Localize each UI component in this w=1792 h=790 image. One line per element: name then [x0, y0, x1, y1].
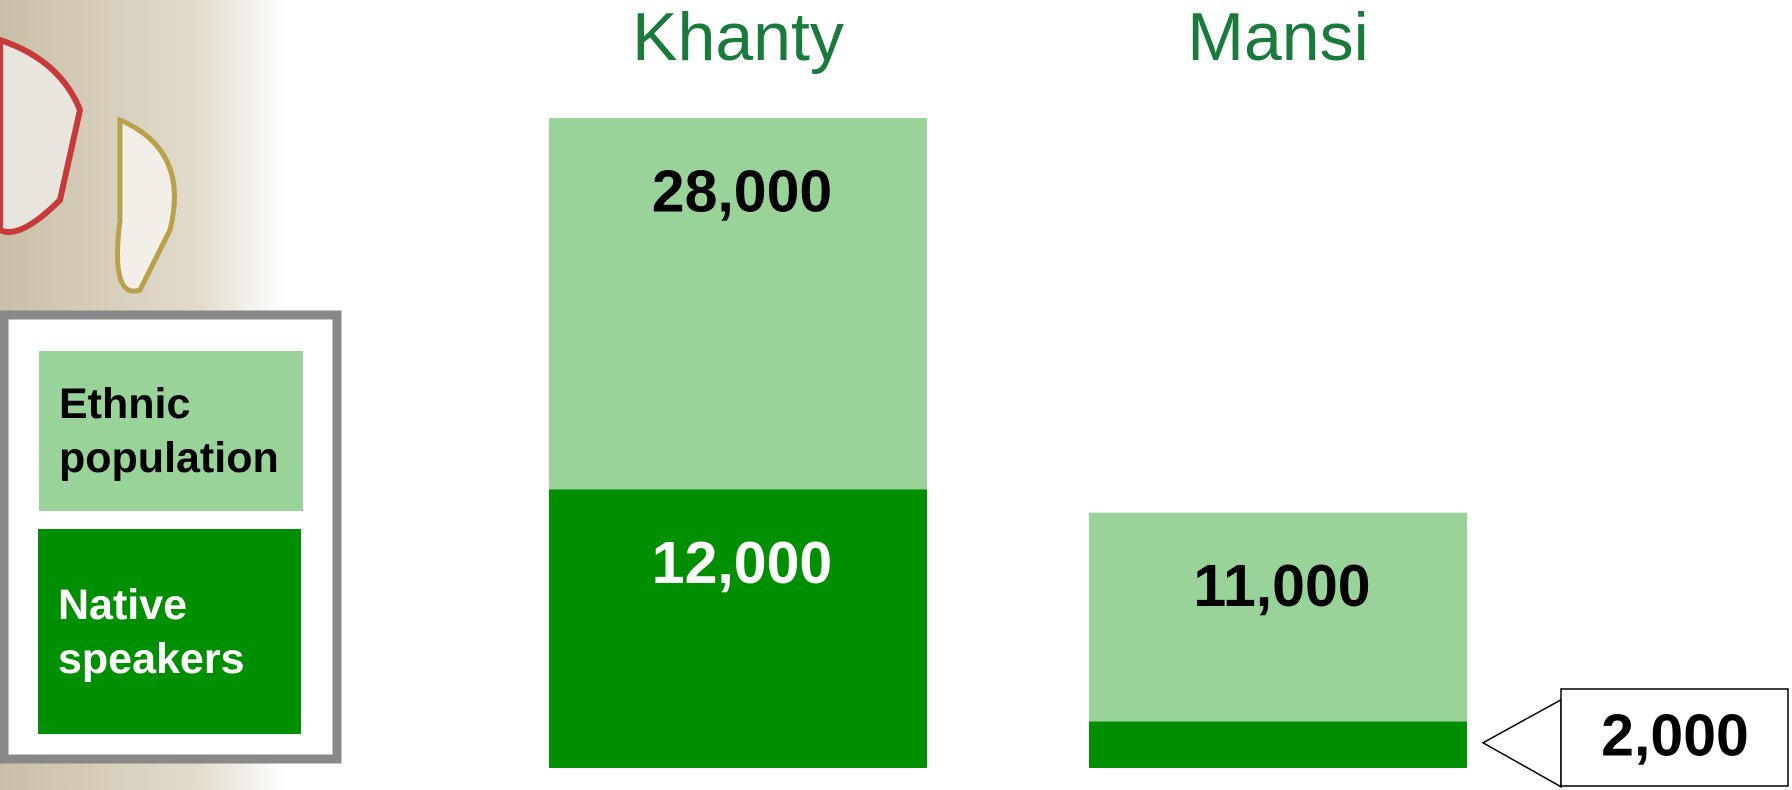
- category-label: Mansi: [1187, 0, 1368, 75]
- category-label: Khanty: [632, 0, 844, 75]
- data-label: 28,000: [652, 159, 832, 225]
- page: Khanty 28,000 12,000 Mansi 11,000 2,000 Ethni…: [0, 0, 1792, 790]
- data-label: 12,000: [652, 530, 832, 596]
- data-label: 2,000: [1601, 703, 1749, 769]
- legend-entry: Ethnic population: [39, 351, 303, 511]
- bar: [1089, 722, 1467, 768]
- legend-entry: Native speakers: [38, 529, 301, 734]
- data-label: 11,000: [1193, 553, 1370, 619]
- callout-arrow: [1483, 700, 1561, 787]
